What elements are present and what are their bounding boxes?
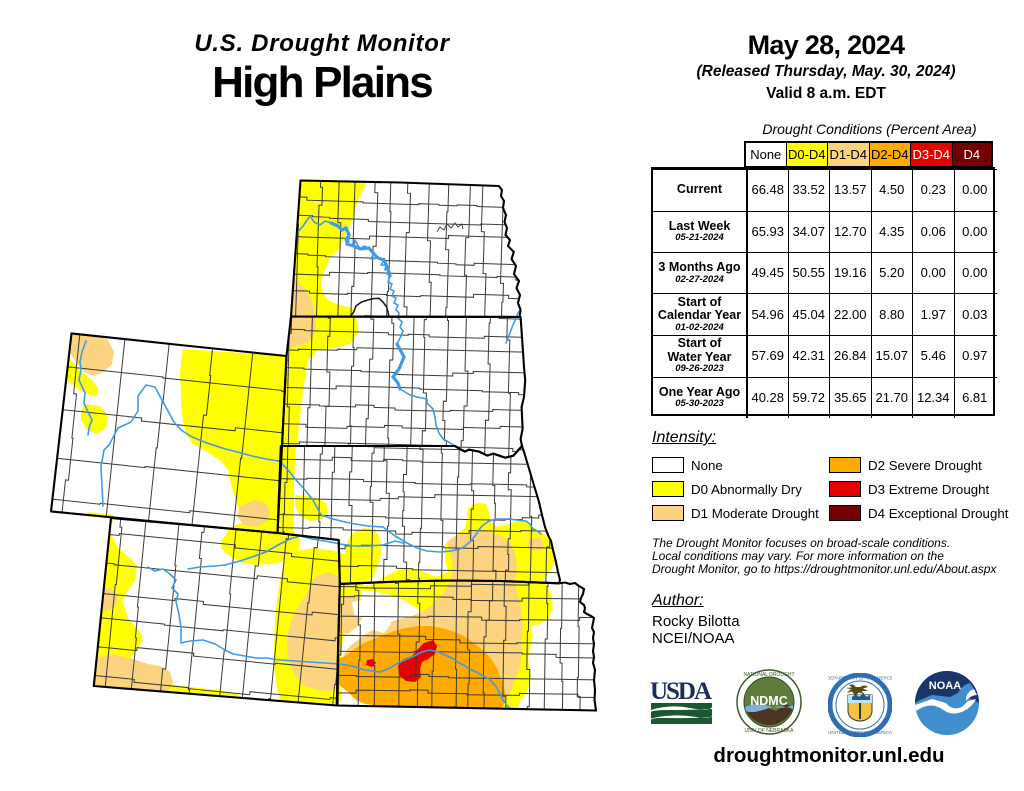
svg-text:NATIONAL DROUGHT: NATIONAL DROUGHT <box>743 672 794 678</box>
svg-text:DEPARTMENT OF COMMERCE: DEPARTMENT OF COMMERCE <box>828 676 892 681</box>
svg-text:UNIV OF NEBRASKA: UNIV OF NEBRASKA <box>745 728 795 734</box>
svg-text:UNITED STATES OF AMERICA: UNITED STATES OF AMERICA <box>828 730 892 735</box>
svg-text:NDMC: NDMC <box>750 694 788 708</box>
svg-text:USDA: USDA <box>650 679 712 705</box>
svg-text:NOAA: NOAA <box>929 680 961 692</box>
